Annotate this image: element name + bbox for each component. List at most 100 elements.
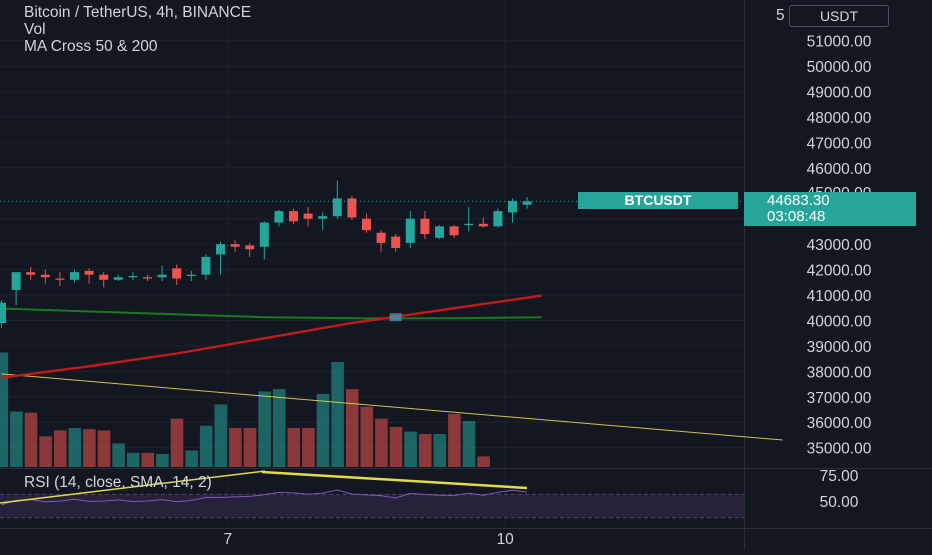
volume-bar	[0, 352, 9, 467]
rsi-divergence-line[interactable]	[261, 470, 528, 490]
volume-bar	[39, 436, 52, 467]
volume-bar	[302, 428, 315, 467]
ma-50-line[interactable]	[1, 307, 542, 320]
candle-body[interactable]	[391, 236, 401, 248]
ma-cross-marker	[389, 313, 402, 322]
volume-bar	[331, 361, 344, 467]
price-axis-label: 41000.00	[807, 288, 872, 305]
volume-bar	[170, 418, 184, 467]
volume-bar	[418, 433, 432, 467]
price-axis-label: 51000.00	[807, 34, 872, 51]
volume-bar	[97, 430, 111, 467]
volume-bar	[272, 389, 286, 467]
candle-body[interactable]	[245, 245, 255, 250]
volume-bar	[24, 412, 38, 467]
volume-bar	[10, 411, 23, 467]
symbol-title[interactable]: Bitcoin / TetherUS, 4h, BINANCE	[24, 4, 252, 21]
price-axis-label: 48000.00	[807, 110, 872, 127]
price-axis-label: 42000.00	[807, 263, 872, 280]
rsi-axis-label: 75.00	[820, 468, 859, 485]
candle-body[interactable]	[143, 277, 152, 279]
currency-selector[interactable]: USDT	[789, 5, 889, 27]
candle-body[interactable]	[26, 272, 36, 275]
candle-body[interactable]	[303, 213, 313, 219]
volume-bar	[316, 393, 330, 467]
volume-bar	[404, 431, 417, 467]
price-axis-label: 37000.00	[807, 390, 872, 407]
candle-body[interactable]	[55, 278, 65, 280]
candle-body[interactable]	[405, 218, 415, 243]
candle-body[interactable]	[157, 274, 167, 278]
candle-body[interactable]	[464, 223, 474, 226]
price-axis-label: 46000.00	[807, 161, 872, 178]
trend-line[interactable]	[1, 373, 783, 441]
rsi-trend-line-left[interactable]	[0, 470, 266, 504]
last-price-value: 44683.30	[767, 192, 830, 209]
time-axis-label: 10	[497, 531, 515, 548]
volume-bar	[258, 391, 271, 467]
volume-bar	[243, 428, 257, 467]
candle-body[interactable]	[113, 277, 123, 280]
candle-body[interactable]	[128, 275, 138, 278]
candle-body[interactable]	[230, 244, 240, 247]
rsi-axis-label: 50.00	[820, 494, 859, 511]
volume-bar	[199, 425, 213, 467]
bar-countdown: 03:08:48	[767, 208, 826, 225]
candle-body[interactable]	[347, 198, 357, 218]
candle-body[interactable]	[493, 211, 503, 227]
candle-body[interactable]	[201, 256, 211, 275]
rsi-indicator-label[interactable]: RSI (14, close, SMA, 14, 2)	[24, 474, 212, 491]
symbol-price-label: BTCUSDT	[578, 192, 738, 209]
price-axis-label: 40000.00	[807, 313, 872, 330]
candle-body[interactable]	[274, 211, 284, 223]
candle-body[interactable]	[186, 274, 196, 276]
volume-bar	[345, 389, 359, 467]
candle-body[interactable]	[70, 272, 79, 280]
candle-body[interactable]	[478, 223, 488, 227]
candle-body[interactable]	[0, 302, 6, 324]
ma-cross-indicator-label[interactable]: MA Cross 50 & 200	[24, 38, 158, 55]
candle-body[interactable]	[332, 198, 342, 217]
candle-body[interactable]	[40, 274, 50, 278]
candle-body[interactable]	[435, 226, 444, 238]
candle-body[interactable]	[420, 218, 430, 234]
candle-body[interactable]	[216, 244, 225, 255]
candle-body[interactable]	[172, 268, 182, 279]
volume-bar	[214, 404, 228, 467]
price-axis-label: 39000.00	[807, 339, 872, 356]
candle-body[interactable]	[11, 272, 21, 290]
candle-body[interactable]	[376, 232, 386, 243]
candle-body[interactable]	[362, 218, 371, 231]
volume-bar	[375, 418, 388, 467]
rsi-line[interactable]	[1, 489, 528, 506]
candle-body[interactable]	[522, 201, 532, 205]
volume-bar	[141, 452, 155, 467]
volume-bar	[126, 452, 140, 467]
candle-body[interactable]	[318, 216, 328, 219]
candle-body[interactable]	[289, 211, 298, 222]
chart-legend: Bitcoin / TetherUS, 4h, BINANCE Vol MA C…	[24, 4, 251, 55]
candle-body[interactable]	[259, 222, 269, 247]
volume-bar	[287, 428, 301, 467]
price-axis-label: 36000.00	[807, 415, 872, 432]
candle-body[interactable]	[449, 226, 459, 236]
volume-bar	[462, 420, 476, 467]
volume-bar	[112, 443, 125, 467]
volume-bar	[389, 426, 403, 467]
rsi-band	[0, 494, 744, 518]
price-axis-label: 43000.00	[807, 237, 872, 254]
candle-body[interactable]	[84, 270, 94, 275]
last-price-marker: 44683.30 03:08:48	[744, 192, 916, 226]
volume-bar	[477, 456, 490, 467]
candle-body[interactable]	[99, 274, 109, 280]
volume-bar	[83, 429, 96, 467]
volume-bar	[229, 428, 242, 467]
ma-200-line[interactable]	[1, 294, 542, 379]
volume-indicator-label[interactable]: Vol	[24, 21, 46, 38]
price-axis-label: 35000.00	[807, 441, 872, 458]
candle-body[interactable]	[508, 200, 517, 213]
volume-bar	[53, 430, 67, 467]
volume-bar	[448, 413, 461, 467]
